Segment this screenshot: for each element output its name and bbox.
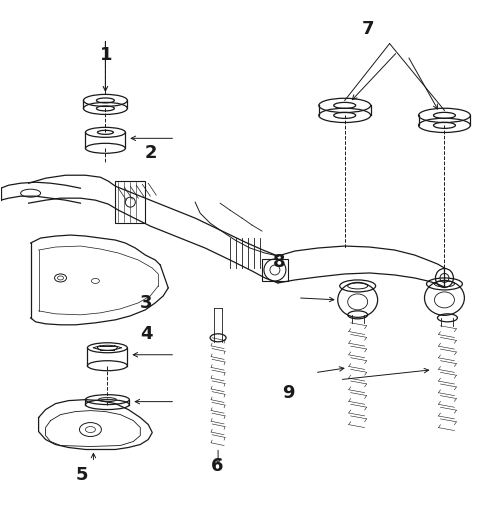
Text: 8: 8 — [273, 253, 286, 270]
Text: 7: 7 — [362, 20, 374, 38]
Text: 5: 5 — [76, 466, 88, 484]
Bar — [116, 181, 145, 223]
Text: 3: 3 — [140, 294, 152, 312]
Text: 1: 1 — [100, 46, 113, 64]
Text: 4: 4 — [140, 325, 152, 343]
Text: 9: 9 — [283, 384, 295, 402]
Text: 2: 2 — [145, 144, 157, 162]
Bar — [262, 259, 288, 281]
Text: 6: 6 — [211, 457, 224, 474]
